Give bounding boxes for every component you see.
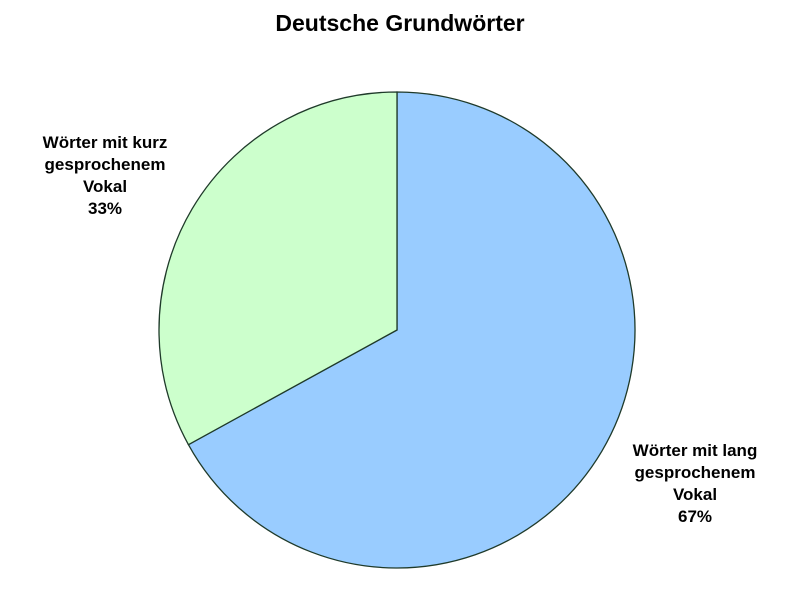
slice-label-kurz: Wörter mit kurz gesprochenem Vokal 33%: [5, 132, 205, 220]
value-label: 33%: [87, 199, 123, 218]
label-line: Vokal: [82, 177, 128, 196]
slice-label-lang: Wörter mit lang gesprochenem Vokal 67%: [600, 440, 790, 528]
pie-slice-0: [187, 91, 636, 569]
label-line: Wörter mit kurz: [42, 133, 168, 152]
value-label: 67%: [677, 507, 713, 526]
label-line: Wörter mit lang: [632, 441, 758, 460]
chart-title: Deutsche Grundwörter: [275, 10, 525, 36]
label-line: gesprochenem: [634, 463, 756, 482]
label-line: gesprochenem: [44, 155, 166, 174]
pie-slice-1: [158, 91, 398, 446]
label-line: Vokal: [672, 485, 718, 504]
